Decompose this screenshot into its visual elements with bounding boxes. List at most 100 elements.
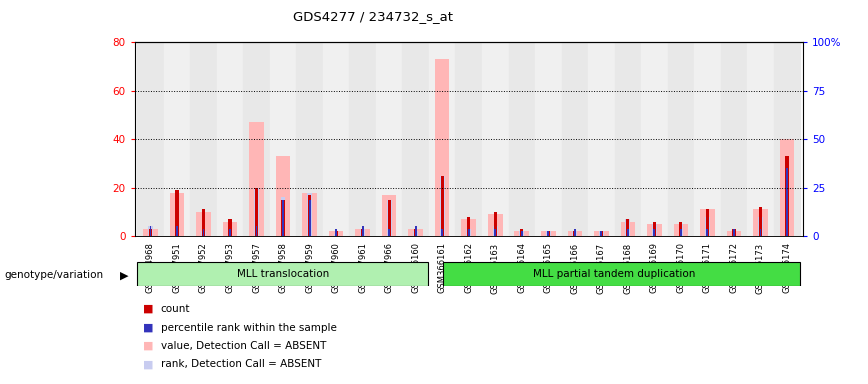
Bar [403, 42, 429, 236]
Bar [574, 229, 575, 236]
Bar [747, 42, 773, 236]
Bar [334, 231, 338, 236]
Bar [335, 229, 337, 236]
Bar [296, 42, 323, 236]
Bar [705, 217, 710, 236]
Bar [727, 231, 741, 236]
Bar [137, 42, 164, 236]
Bar [333, 234, 339, 236]
Bar [441, 175, 444, 236]
Bar [309, 200, 311, 236]
Bar [621, 222, 635, 236]
Bar [466, 229, 471, 236]
Text: ▶: ▶ [120, 270, 128, 280]
Bar [308, 195, 311, 236]
Bar [223, 222, 237, 236]
Bar [176, 227, 178, 236]
Bar [615, 42, 641, 236]
Bar [388, 229, 390, 236]
Bar [243, 42, 270, 236]
Bar [759, 207, 762, 236]
Bar [349, 42, 376, 236]
Text: ■: ■ [143, 359, 154, 369]
Text: GDS4277 / 234732_s_at: GDS4277 / 234732_s_at [293, 10, 453, 23]
Bar [360, 229, 365, 236]
Bar [148, 227, 153, 236]
Bar [707, 229, 708, 236]
Bar [270, 42, 296, 236]
Bar [362, 227, 364, 236]
Bar [196, 212, 211, 236]
Bar [355, 229, 370, 236]
Bar [387, 200, 391, 236]
Bar [164, 42, 190, 236]
Bar [547, 231, 550, 236]
Bar [413, 231, 418, 236]
Bar [329, 231, 344, 236]
Bar [594, 231, 608, 236]
Bar [760, 229, 761, 236]
Bar [562, 42, 589, 236]
Bar [653, 222, 656, 236]
Bar [482, 42, 509, 236]
Bar [202, 229, 205, 236]
Bar [548, 231, 549, 236]
Bar [435, 59, 450, 236]
Bar [641, 42, 667, 236]
Bar [249, 122, 264, 236]
Bar [488, 214, 503, 236]
Bar [323, 42, 349, 236]
Bar [733, 229, 735, 236]
Text: ■: ■ [143, 323, 154, 333]
Bar [468, 229, 470, 236]
Bar [680, 229, 682, 236]
Bar [493, 227, 497, 236]
Bar [175, 190, 179, 236]
Bar [282, 200, 284, 236]
Bar [654, 229, 655, 236]
Bar [700, 210, 714, 236]
Bar [519, 231, 524, 236]
Bar [456, 42, 482, 236]
Bar [494, 212, 496, 236]
Bar [680, 222, 682, 236]
Bar [202, 210, 205, 236]
Bar [149, 229, 152, 236]
Text: rank, Detection Call = ABSENT: rank, Detection Call = ABSENT [161, 359, 321, 369]
Bar [149, 227, 151, 236]
Bar [758, 217, 763, 236]
Bar [254, 188, 259, 236]
Bar [228, 219, 232, 236]
Bar [679, 224, 683, 236]
Bar [572, 231, 577, 236]
Bar [281, 200, 285, 236]
Text: ■: ■ [143, 304, 154, 314]
Bar [732, 229, 736, 236]
Bar [190, 42, 217, 236]
Bar [573, 231, 576, 236]
Bar [520, 229, 523, 236]
Bar [720, 42, 747, 236]
Bar [440, 175, 444, 236]
Bar [302, 192, 317, 236]
Bar [217, 42, 243, 236]
Bar [647, 224, 661, 236]
Bar [227, 231, 233, 236]
Bar [786, 156, 789, 236]
Bar [773, 42, 800, 236]
Bar [174, 227, 180, 236]
Bar [786, 168, 788, 236]
Bar [589, 42, 615, 236]
Text: MLL translocation: MLL translocation [237, 268, 329, 279]
Bar [652, 224, 657, 236]
Bar [706, 210, 709, 236]
Bar [382, 195, 397, 236]
Bar [467, 217, 470, 236]
Bar [255, 188, 258, 236]
Text: percentile rank within the sample: percentile rank within the sample [161, 323, 337, 333]
FancyBboxPatch shape [137, 262, 429, 286]
Bar [462, 219, 476, 236]
Bar [694, 42, 720, 236]
Text: genotype/variation: genotype/variation [4, 270, 103, 280]
Bar [307, 192, 312, 236]
